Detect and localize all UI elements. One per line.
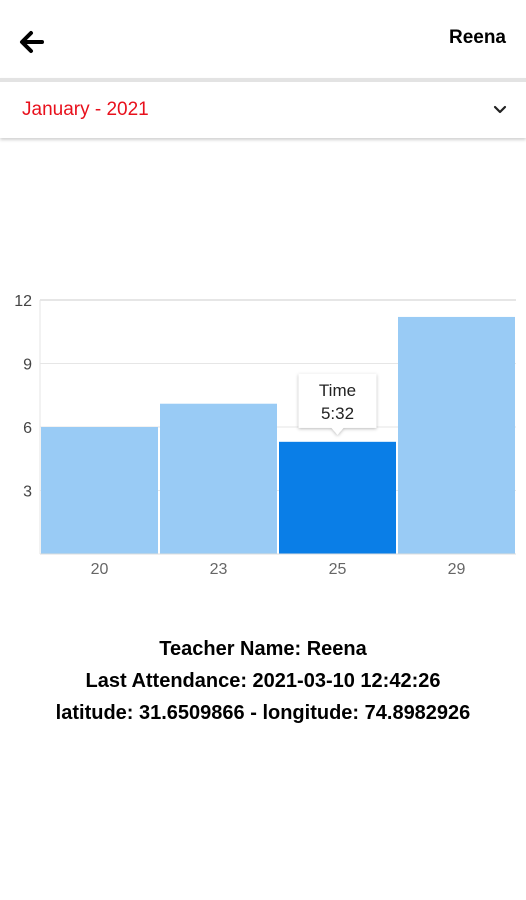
- location-coordinates: latitude: 31.6509866 - longitude: 74.898…: [55, 702, 471, 724]
- attendance-info: Teacher Name: Reena Last Attendance: 202…: [0, 633, 526, 729]
- month-dropdown[interactable]: January - 2021: [0, 78, 526, 138]
- month-dropdown-value: January - 2021: [22, 99, 149, 120]
- bar: [398, 316, 515, 554]
- tooltip-title: Time: [319, 381, 356, 400]
- x-tick-label: 29: [448, 561, 466, 578]
- last-attendance: Last Attendance: 2021-03-10 12:42:26: [85, 670, 441, 692]
- attendance-bar-chart: 3 6 9 12 20 23 25 29 Time 5:32: [14, 293, 516, 578]
- bar: [279, 441, 396, 554]
- y-tick-label: 9: [23, 357, 32, 374]
- app-bar: Reena: [0, 0, 526, 78]
- y-tick-label: 6: [23, 420, 32, 437]
- tooltip-box: [298, 373, 377, 435]
- user-name: Reena: [448, 27, 506, 48]
- bar-tooltip: Time 5:32: [298, 373, 377, 435]
- tooltip-value: 5:32: [321, 404, 354, 423]
- teacher-name: Teacher Name: Reena: [159, 638, 367, 660]
- back-button[interactable]: [14, 24, 50, 60]
- bar: [160, 403, 277, 554]
- x-tick-label: 23: [210, 561, 228, 578]
- y-tick-label: 3: [23, 484, 32, 501]
- y-tick-label: 12: [14, 293, 32, 310]
- chevron-down-icon: [493, 105, 507, 114]
- x-tick-label: 20: [91, 561, 109, 578]
- bar: [41, 427, 158, 554]
- arrow-left-icon: [20, 31, 44, 53]
- x-tick-label: 25: [329, 561, 347, 578]
